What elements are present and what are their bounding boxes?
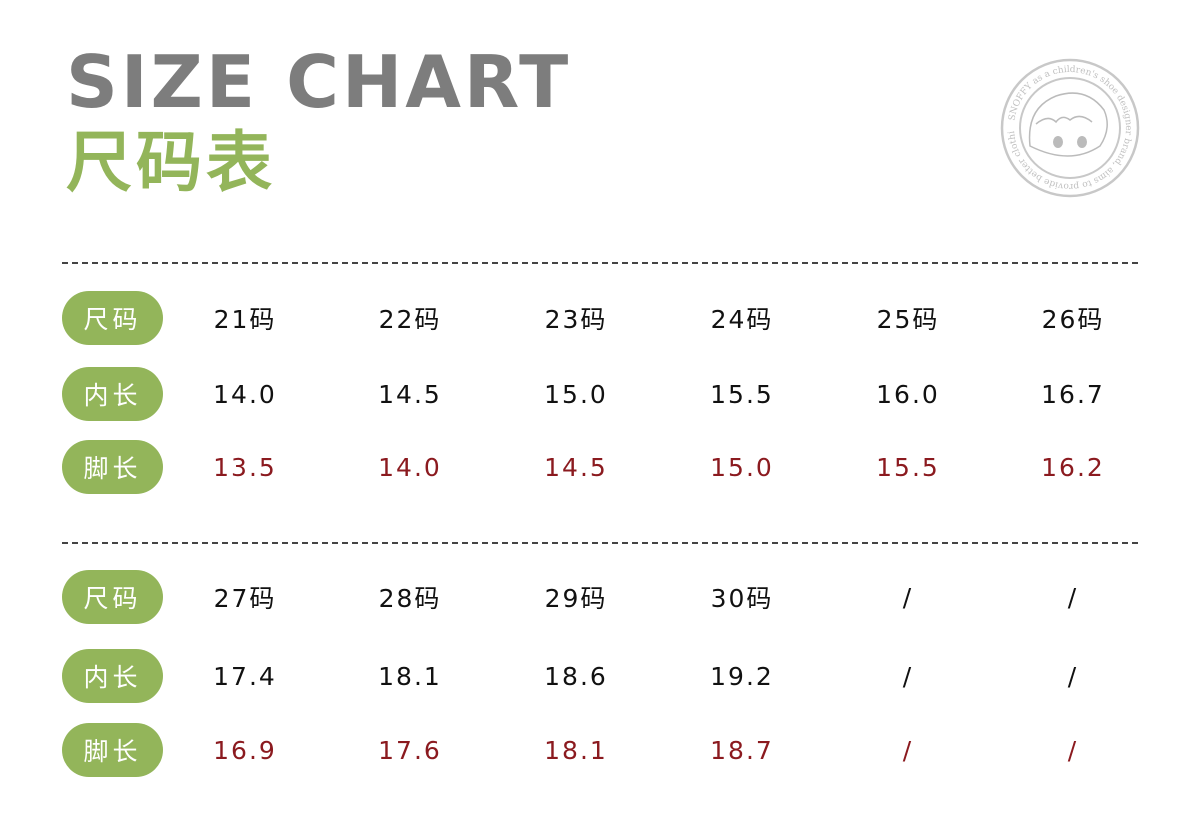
table-row-inner-length: 内长 14.0 14.5 15.0 15.5 16.0 16.7 (0, 367, 1200, 421)
table-cell: 16.7 (1041, 379, 1105, 409)
table-cell: 17.6 (378, 735, 442, 765)
table-cell: 22码 (378, 305, 442, 334)
table-cell: 21码 (213, 305, 277, 334)
table-cell: 18.7 (710, 735, 774, 765)
title-english: SIZE CHART (66, 40, 572, 124)
table-cell: 19.2 (710, 661, 774, 691)
table-row-foot-length: 脚长 16.9 17.6 18.1 18.7 / / (0, 723, 1200, 777)
table-cell: 30码 (710, 584, 774, 613)
table-cell: / (1067, 582, 1079, 612)
brand-logo-seal: SNOFFY as a children's shoe designer bra… (996, 58, 1140, 198)
table-cell: 16.9 (213, 735, 277, 765)
table-row-foot-length: 脚长 13.5 14.0 14.5 15.0 15.5 16.2 (0, 440, 1200, 494)
divider-2 (62, 542, 1138, 544)
table-cell: / (902, 661, 914, 691)
table-cell: 18.6 (544, 661, 608, 691)
table-cell: 15.0 (710, 452, 774, 482)
table-cell: 14.5 (544, 452, 608, 482)
table-cell: 16.2 (1041, 452, 1105, 482)
table-cell: 25码 (876, 305, 940, 334)
row-label-foot-length: 脚长 (62, 440, 163, 494)
table-cell: 15.5 (876, 452, 940, 482)
table-cell: 24码 (710, 305, 774, 334)
row-label-inner-length: 内长 (62, 649, 163, 703)
table-cell: / (1067, 661, 1079, 691)
table-cell: 27码 (213, 584, 277, 613)
divider-1 (62, 262, 1138, 264)
table-cell: 16.0 (876, 379, 940, 409)
row-label-foot-length: 脚长 (62, 723, 163, 777)
table-cell: 18.1 (544, 735, 608, 765)
table-cell: / (1067, 735, 1079, 765)
table-cell: 23码 (544, 305, 608, 334)
table-cell: 29码 (544, 584, 608, 613)
table-cell: 26码 (1041, 305, 1105, 334)
table-row-size: 尺码 27码 28码 29码 30码 / / (0, 570, 1200, 624)
table-row-size: 尺码 21码 22码 23码 24码 25码 26码 (0, 291, 1200, 345)
row-label-size: 尺码 (62, 291, 163, 345)
table-row-inner-length: 内长 17.4 18.1 18.6 19.2 / / (0, 649, 1200, 703)
table-cell: 15.0 (544, 379, 608, 409)
table-cell: / (902, 582, 914, 612)
row-label-inner-length: 内长 (62, 367, 163, 421)
table-cell: 28码 (378, 584, 442, 613)
table-cell: 18.1 (378, 661, 442, 691)
row-label-size: 尺码 (62, 570, 163, 624)
table-cell: 14.0 (213, 379, 277, 409)
table-cell: 14.5 (378, 379, 442, 409)
table-cell: 17.4 (213, 661, 277, 691)
table-cell: 13.5 (213, 452, 277, 482)
title-chinese: 尺码表 (66, 124, 276, 201)
table-cell: 15.5 (710, 379, 774, 409)
table-cell: 14.0 (378, 452, 442, 482)
table-cell: / (902, 735, 914, 765)
